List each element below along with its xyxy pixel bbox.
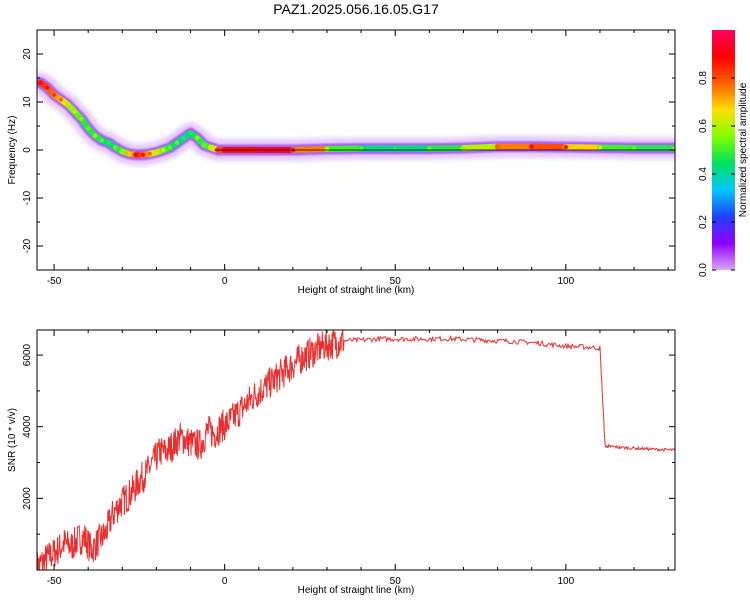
ridge-point	[65, 102, 70, 107]
ridge-point	[45, 85, 50, 90]
ridge-point	[79, 116, 84, 122]
spectrogram-ridge	[37, 71, 675, 166]
ridge-point	[106, 140, 111, 145]
snr-background	[37, 330, 675, 570]
ridge-point	[92, 133, 98, 138]
ridge-point	[120, 149, 125, 154]
spectrogram-x-tick-label: -50	[47, 276, 62, 287]
colorbar-label: Normalized spectral amplitude	[738, 82, 749, 217]
spectrogram-x-tick-label: 100	[557, 276, 574, 287]
ridge-point	[174, 140, 180, 145]
ridge-point	[38, 80, 43, 86]
ridge-point	[51, 92, 57, 98]
ridge-point	[195, 135, 200, 141]
ridge-point	[461, 145, 466, 151]
ridge-point	[563, 144, 569, 150]
ridge-point	[181, 135, 186, 141]
colorbar-tick-label: 0.6	[698, 119, 709, 133]
colorbar-tick-label: 0.4	[698, 167, 709, 181]
ridge-point	[113, 145, 118, 150]
snr-y-tick-label: 4000	[22, 415, 33, 438]
spectrogram-x-tick-label: 0	[222, 276, 228, 287]
ridge-segment	[460, 143, 501, 152]
spectrogram-y-tick-label: 20	[22, 48, 33, 60]
ridge-point	[529, 144, 534, 149]
snr-x-tick-label: 0	[222, 576, 228, 587]
snr-y-tick-label: 6000	[22, 344, 33, 367]
spectrogram-y-axis-label: Frequency (Hz)	[7, 116, 18, 185]
ridge-point	[99, 138, 105, 143]
colorbar-gradient	[712, 30, 735, 270]
ridge-point	[208, 145, 214, 150]
colorbar-tick-label: 0.0	[698, 263, 709, 277]
colorbar-axis: 0.0 0.2 0.4 0.6 0.8	[698, 71, 735, 277]
ridge-point	[140, 152, 145, 157]
snr-y-axis-label: SNR (10 * v/v)	[7, 408, 18, 472]
spectrogram-y-tick-label: 0	[22, 147, 33, 153]
ridge-point	[631, 145, 637, 151]
spectrogram-y-tick-label: -20	[22, 238, 33, 253]
snr-frame	[36, 329, 676, 571]
snr-x-tick-label: 100	[557, 576, 574, 587]
ridge-point	[161, 147, 166, 153]
spectrogram-y-tick-label: -10	[22, 190, 33, 205]
ridge-point	[85, 126, 91, 131]
spectrogram-x-axis-label: Height of straight line (km)	[298, 285, 415, 296]
ridge-point	[495, 144, 500, 149]
spectrogram-x-tick-label: 50	[390, 276, 402, 287]
snr-x-axis: -50 0 50 100	[47, 330, 669, 587]
snr-x-tick-label: -50	[47, 576, 62, 587]
snr-x-axis-label: Height of straight line (km)	[298, 585, 415, 596]
ridge-point	[324, 146, 330, 152]
ridge-point	[154, 150, 159, 155]
ridge-point	[201, 143, 207, 148]
ridge-point	[597, 145, 603, 150]
ridge-point	[672, 145, 675, 151]
spectrogram-y-tick-label: 10	[22, 96, 33, 108]
colorbar: 0.0 0.2 0.4 0.6 0.8 Normalized spectral ampl…	[698, 30, 749, 277]
ridge-point	[188, 131, 193, 136]
ridge-point	[72, 109, 77, 114]
ridge-point	[58, 97, 64, 102]
spectrogram-y-axis: 20 10 0 -10 -20	[22, 29, 675, 271]
snr-y-tick-label: 2000	[22, 487, 33, 510]
ridge-point	[147, 151, 152, 157]
colorbar-tick-label: 0.2	[698, 215, 709, 229]
snr-panel: -50 0 50 100 2000 4000 6000 Height of straigh…	[7, 329, 676, 596]
ridge-point	[167, 145, 173, 150]
spectrogram-x-axis: -50 0 50 100	[47, 30, 669, 287]
snr-x-tick-label: 50	[390, 576, 402, 587]
snr-series-line	[37, 330, 675, 570]
snr-y-axis: 2000 4000 6000	[22, 344, 675, 571]
ridge-point	[126, 151, 132, 157]
ridge-point	[133, 152, 139, 157]
colorbar-tick-label: 0.8	[698, 71, 709, 85]
figure-title: PAZ1.2025.056.16.05.G17	[273, 1, 439, 17]
